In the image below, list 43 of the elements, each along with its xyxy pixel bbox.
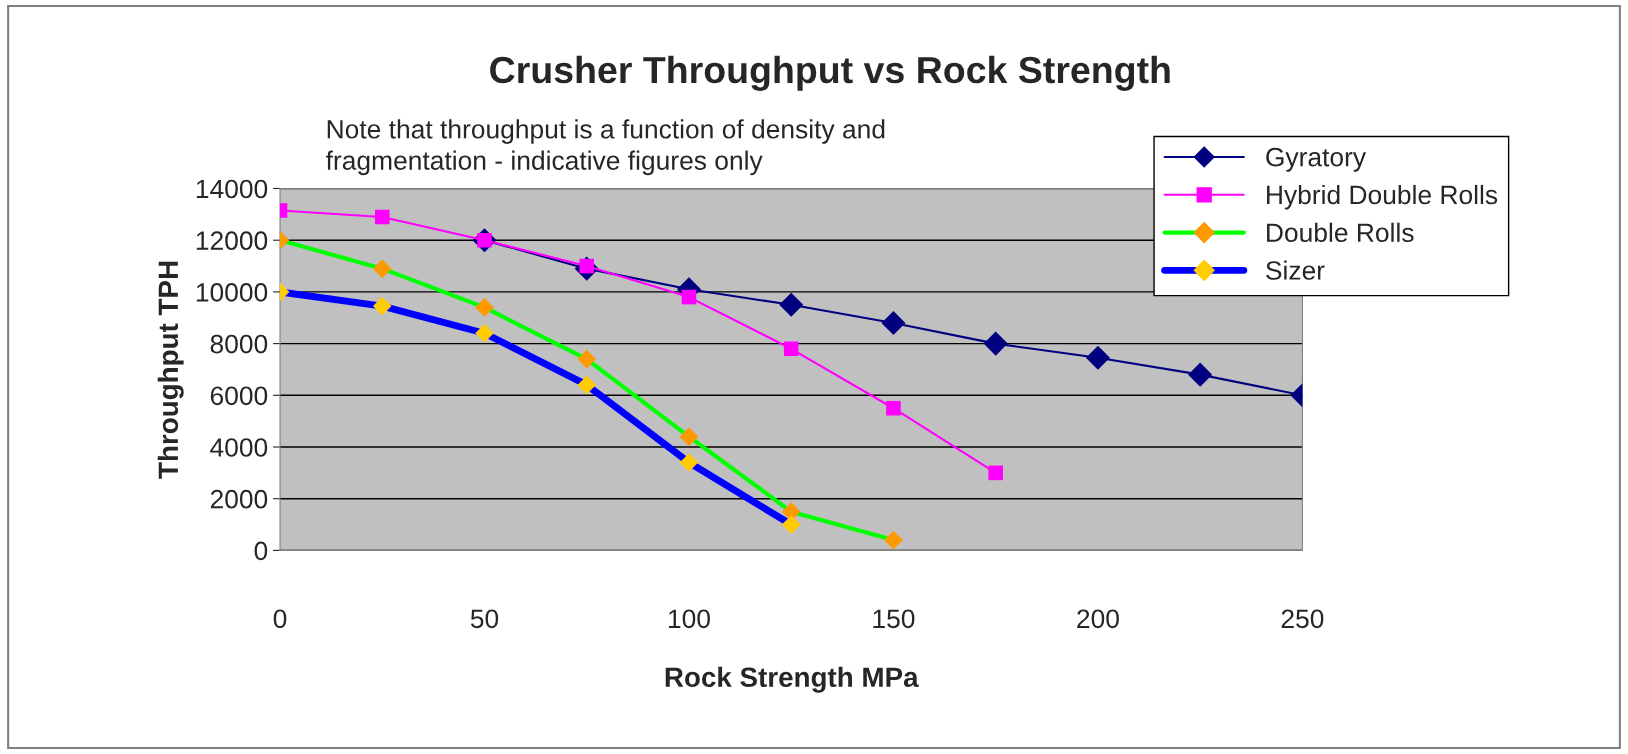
point [783,341,799,357]
legend-label: Hybrid Double Rolls [1267,184,1498,210]
point [372,296,392,316]
point [983,331,1008,356]
x-tick-label: 50 [470,609,499,629]
point [679,453,699,472]
legend-label: Sizer [1266,260,1325,280]
chart-title: Crusher Throughput vs Rock Strength [490,55,1170,91]
point [681,289,697,305]
x-tick-label: 150 [873,609,915,629]
point [781,502,801,521]
y-tick-label: 4000 [210,438,268,457]
point [988,465,1003,481]
point [679,427,699,446]
x-tick-label: 0 [273,609,287,629]
point [372,259,392,278]
point [781,515,801,534]
y-tick-label: 6000 [210,386,268,406]
y-tick-label: 2000 [210,489,268,509]
x-tick-label: 200 [1077,609,1119,629]
legend-label: Gyratory [1266,147,1367,172]
point [374,209,390,225]
legend-label: Double Rolls [1267,222,1414,243]
point [475,298,494,317]
x-tick-label: 100 [668,609,710,629]
y-axis-title: Throughput TPH [157,261,184,479]
point [881,310,906,335]
y-tick-label: 12000 [196,231,268,251]
point [1085,345,1110,370]
point [886,400,901,416]
y-tick-label: 10000 [196,283,268,302]
y-tick-label: 14000 [196,179,268,199]
y-tick-label: 8000 [210,334,268,354]
point [779,292,804,317]
point [475,323,494,343]
point [884,530,903,550]
x-axis-title: Rock Strength MPa [665,666,919,693]
x-tick-label: 250 [1281,609,1324,629]
point [577,349,597,369]
text: Note that throughput is a function of density and fragmentation - indicative figures only [325,119,885,176]
point [1188,362,1213,387]
point [577,375,597,395]
y-tick-label: 0 [254,541,268,561]
